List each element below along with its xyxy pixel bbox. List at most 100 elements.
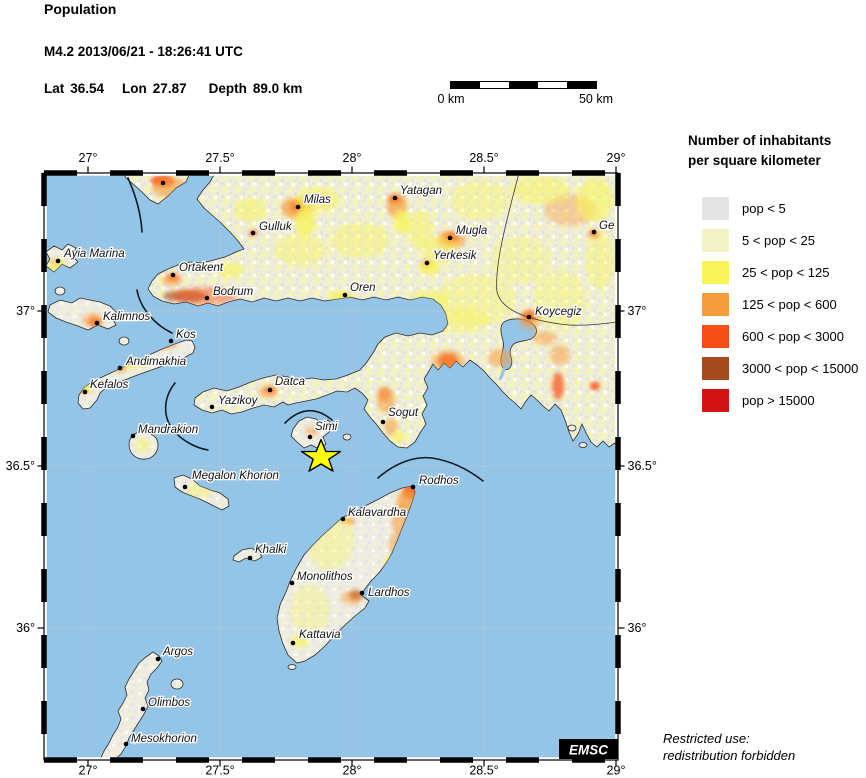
town-marker: Datca <box>267 375 306 393</box>
legend-items: pop < 5 5 < pop < 25 25 < pop < 125 125 < p… <box>688 197 866 412</box>
scale-bar-end-label: 50 km <box>578 92 614 106</box>
town-marker: Monolithos <box>289 570 354 586</box>
legend-label: 5 < pop < 25 <box>742 233 816 248</box>
islet-east-of-simi <box>342 433 352 441</box>
town-marker: Gulluk <box>250 220 294 236</box>
town-dot <box>340 516 346 522</box>
legend-swatch <box>702 261 729 284</box>
town-dot <box>295 204 301 210</box>
town-label: Kalavardha <box>348 507 406 519</box>
town-dot <box>123 741 129 747</box>
island-khalki <box>232 547 263 563</box>
lon-label: Lon <box>122 81 147 96</box>
town-label: Kefalos <box>90 379 129 391</box>
town-dot <box>140 706 146 712</box>
legend-item: 600 < pop < 3000 <box>688 325 866 348</box>
town-dot <box>526 314 532 320</box>
town-dot <box>447 235 453 241</box>
town-dot <box>424 260 430 266</box>
epicenter-star[interactable] <box>300 438 342 472</box>
town-dot <box>170 272 176 278</box>
province-border <box>496 172 618 326</box>
town-label: Koycegiz <box>535 306 582 318</box>
town-marker: Khalki <box>247 543 288 561</box>
town-label: Mandrakion <box>138 424 198 436</box>
restricted-line2: redistribution forbidden <box>663 747 796 763</box>
town-marker <box>160 180 166 186</box>
town-marker: Simi <box>307 420 339 440</box>
town-marker: Yazikoy <box>209 394 260 410</box>
town-label: Lardhos <box>368 587 410 599</box>
town-marker: Kalavardha <box>340 506 407 522</box>
lat-value: 36.54 <box>70 81 105 96</box>
town-dot <box>204 295 210 301</box>
town-dot <box>380 419 386 425</box>
lon-tick-label: 28.5° <box>469 151 498 165</box>
scale-bar-start-label: 0 km <box>437 92 465 106</box>
scale-bar-segments <box>450 81 597 89</box>
legend-swatch <box>702 325 729 348</box>
legend-title-line2: per square kilometer <box>688 153 821 168</box>
town-dot <box>182 484 188 490</box>
legend-item: 125 < pop < 600 <box>688 293 866 316</box>
lat-label: Lat <box>44 81 65 96</box>
town-marker: Yatagan <box>392 184 443 201</box>
legend-item: 25 < pop < 125 <box>688 261 866 284</box>
depth-label: Depth <box>208 81 247 96</box>
lon-tick-label: 29° <box>607 151 626 165</box>
town-label: Ayia Marina <box>63 248 125 260</box>
town-label: Oren <box>350 282 376 294</box>
contour-lines <box>127 177 484 482</box>
town-dot <box>82 389 88 395</box>
town-dot <box>130 433 136 439</box>
lon-tick-label: 27° <box>79 151 98 165</box>
town-dot <box>267 387 273 393</box>
town-label: Sogut <box>388 407 419 419</box>
town-dot <box>55 258 61 264</box>
legend-swatch <box>702 197 729 220</box>
town-dot <box>247 555 253 561</box>
town-marker: Lardhos <box>359 586 411 600</box>
lon-tick-label: 27.5° <box>205 764 234 778</box>
town-marker: Kattavia <box>290 628 342 646</box>
lon-tick-label: 28.5° <box>469 764 498 778</box>
town-marker: Rodhos <box>410 474 460 490</box>
islet-south-of-rhodes <box>287 664 297 670</box>
town-dot <box>410 484 416 490</box>
town-dot <box>289 580 295 586</box>
town-marker: Sogut <box>380 406 420 425</box>
town-marker: Ge <box>591 219 616 235</box>
islet-saria <box>170 678 184 690</box>
town-label: Kattavia <box>299 629 341 641</box>
legend-swatch <box>702 229 729 252</box>
legend-item: pop < 5 <box>688 197 866 220</box>
town-marker: Argos <box>155 645 195 662</box>
lat-tick-label: 37° <box>628 304 647 318</box>
map-canvas[interactable]: Milas Yatagan Mugla Yerkesik Oren Koycegiz Ge G… <box>0 140 660 778</box>
legend-item: pop > 15000 <box>688 389 866 412</box>
town-dot <box>160 180 166 186</box>
page-title: Population <box>44 1 117 17</box>
town-dot <box>94 320 100 326</box>
lon-tick-label: 28° <box>343 151 362 165</box>
lon-value: 27.87 <box>152 81 187 96</box>
town-marker: Megalon Khorion <box>182 469 280 490</box>
town-label: Mugla <box>456 225 487 237</box>
islet-pserimos <box>118 336 130 346</box>
town-label: Gulluk <box>259 221 293 233</box>
town-label: Yerkesik <box>433 250 478 262</box>
town-marker: Olimbos <box>140 696 192 712</box>
town-label: Bodrum <box>213 286 254 298</box>
town-marker: Oren <box>342 281 377 298</box>
restricted-line1: Restricted use: <box>663 731 750 746</box>
town-marker: Milas <box>295 193 332 210</box>
town-marker: Andimakhia <box>117 355 187 371</box>
legend-swatch <box>702 389 729 412</box>
town-dot <box>209 404 215 410</box>
town-marker: Kalimnos <box>94 310 152 326</box>
town-label: Ortakent <box>179 262 224 274</box>
town-label: Simi <box>315 421 338 433</box>
axis-labels: 27° 27° 27.5° 27.5° 28° 28° 28.5° 28.5° 29° 29° 37… <box>6 151 657 778</box>
town-label: Mesokhorion <box>131 733 197 745</box>
town-dot <box>117 365 123 371</box>
